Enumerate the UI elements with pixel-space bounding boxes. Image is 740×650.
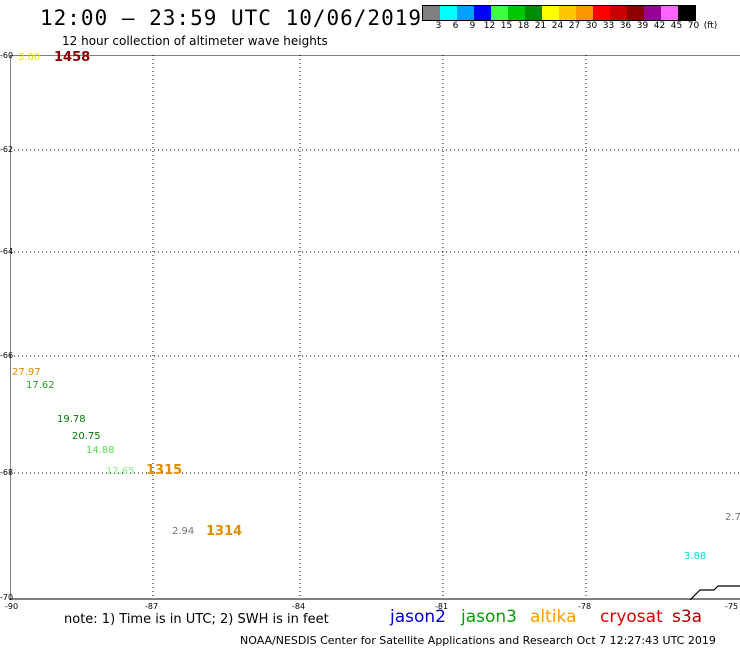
color-scale-label: 42 [653, 21, 666, 31]
color-scale-swatch [440, 6, 457, 20]
color-scale-swatch [542, 6, 559, 20]
color-scale-label: 6 [452, 21, 459, 31]
color-scale-swatch [423, 6, 440, 20]
lon-label: -87 [145, 602, 159, 611]
lat-label: -66 [0, 351, 14, 360]
legend-cryosat: cryosat [600, 607, 663, 627]
color-scale-label: 21 [534, 21, 547, 31]
pass-time-label: 1315 [146, 463, 183, 478]
graticule [10, 55, 740, 599]
antarctic-coastline [689, 585, 740, 600]
color-scale-label: 36 [619, 21, 632, 31]
color-scale-label: 3 [435, 21, 442, 31]
color-scale-swatch [644, 6, 661, 20]
color-scale-swatch [457, 6, 474, 20]
color-scale-label: 27 [568, 21, 581, 31]
color-scale-label: 30 [585, 21, 598, 31]
legend-s3a: s3a [672, 607, 703, 627]
wave-height-obs: 2.7 [725, 512, 740, 523]
color-scale-swatch [491, 6, 508, 20]
color-scale-label: 15 [500, 21, 513, 31]
map-plot-area [10, 55, 740, 600]
color-scale-label: 9 [469, 21, 476, 31]
pass-time-label: 1458 [54, 50, 91, 65]
wave-height-obs: 20.75 [72, 431, 101, 442]
wave-height-obs: 14.88 [86, 445, 115, 456]
color-scale-swatch [474, 6, 491, 20]
legend-jason2: jason2 [390, 607, 446, 627]
wave-height-obs: 3.00 [18, 52, 41, 63]
footer-note: note: 1) Time is in UTC; 2) SWH is in fe… [64, 612, 329, 627]
map-subtitle: 12 hour collection of altimeter wave hei… [62, 34, 328, 48]
color-scale-swatch [559, 6, 576, 20]
color-scale-label: 33 [602, 21, 615, 31]
color-scale-label: 12 [483, 21, 496, 31]
legend-altika: altika [530, 607, 577, 627]
wave-height-obs: 3.88 [684, 551, 707, 562]
color-scale-swatch [576, 6, 593, 20]
wave-height-obs: 12.65 [106, 466, 135, 477]
lon-label: -78 [578, 602, 592, 611]
lat-label: -60 [0, 51, 14, 60]
color-scale-label: 70 [687, 21, 700, 31]
color-scale-label: (ft) [703, 21, 718, 31]
legend-jason3: jason3 [461, 607, 517, 627]
lon-label: -75 [725, 602, 739, 611]
color-scale-swatch [661, 6, 678, 20]
map-title: 12:00 – 23:59 UTC 10/06/2019 [40, 6, 423, 30]
lat-label: -70 [0, 593, 14, 602]
wave-height-color-scale [422, 5, 696, 21]
lat-label: -62 [0, 145, 14, 154]
plot-border [10, 55, 740, 600]
wave-height-obs: 27.97 [12, 367, 41, 378]
color-scale-swatch [593, 6, 610, 20]
wave-height-obs: 19.78 [57, 414, 86, 425]
credit-line: NOAA/NESDIS Center for Satellite Applica… [240, 634, 716, 647]
pass-time-label: 1314 [206, 524, 243, 539]
color-scale-swatch [610, 6, 627, 20]
color-scale-swatch [678, 6, 695, 20]
color-scale-label: 24 [551, 21, 564, 31]
wave-height-obs: 2.94 [172, 526, 195, 537]
wave-height-obs: 17.62 [26, 380, 55, 391]
color-scale-label: 39 [636, 21, 649, 31]
lat-label: -68 [0, 468, 14, 477]
lat-label: -64 [0, 247, 14, 256]
color-scale-swatch [627, 6, 644, 20]
color-scale-swatch [525, 6, 542, 20]
color-scale-label: 45 [670, 21, 683, 31]
color-scale-swatch [508, 6, 525, 20]
lon-label: -81 [435, 602, 449, 611]
lon-label: -90 [5, 602, 19, 611]
color-scale-label: 18 [517, 21, 530, 31]
lon-label: -84 [292, 602, 306, 611]
